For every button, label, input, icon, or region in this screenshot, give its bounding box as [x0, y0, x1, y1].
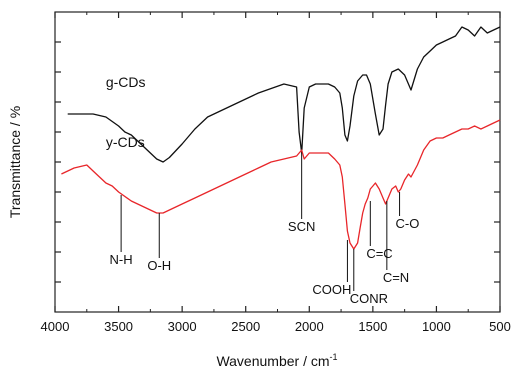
x-tick-label: 500: [489, 319, 511, 334]
series-line-g-CDs: [67, 26, 501, 163]
annotation-label: N-H: [110, 252, 133, 267]
annotation-label: SCN: [288, 219, 315, 234]
x-tick-label: 4000: [41, 319, 70, 334]
y-axis-title: Transmittance / %: [7, 106, 23, 218]
x-axis-title-text: Wavenumber / cm: [216, 353, 329, 369]
annotation-label: C-O: [396, 216, 420, 231]
series-label: g-CDs: [106, 74, 146, 90]
annotation-label: COOH: [312, 282, 351, 297]
x-tick-label: 1000: [422, 319, 451, 334]
series-layer: [61, 26, 501, 250]
x-tick-label: 3000: [168, 319, 197, 334]
x-tick-label: 1500: [358, 319, 387, 334]
x-axis: 4000 3500 3000 2500 2000 1500 1000 500: [41, 12, 511, 334]
annotation-label: C=N: [383, 270, 409, 285]
series-label: y-CDs: [106, 134, 145, 150]
y-axis: [55, 41, 500, 283]
x-tick-label: 2000: [295, 319, 324, 334]
series-line-y-CDs: [61, 119, 501, 250]
annotation-label: O-H: [147, 258, 171, 273]
plot-frame: [54, 11, 501, 313]
annotation-label: C=C: [366, 246, 392, 261]
series-label-layer: g-CDs y-CDs: [106, 74, 146, 150]
x-axis-title-superscript: -1: [330, 352, 338, 362]
x-tick-label: 2500: [231, 319, 260, 334]
annotation-label: CONR: [350, 291, 388, 306]
x-axis-title: Wavenumber / cm-1: [216, 352, 337, 369]
x-tick-label: 3500: [104, 319, 133, 334]
